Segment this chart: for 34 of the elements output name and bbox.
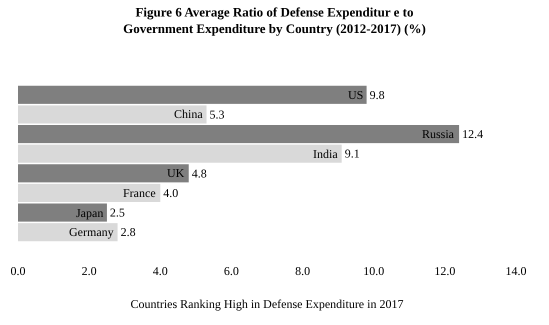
bar — [18, 105, 207, 124]
bar — [18, 184, 160, 202]
bar — [18, 125, 460, 144]
data-label: 9.1 — [344, 146, 360, 161]
bar — [18, 164, 189, 182]
x-axis-title: Countries Ranking High in Defense Expenditure in 2017 — [130, 296, 404, 311]
x-tick-label: 12.0 — [434, 264, 456, 278]
chart-title: Figure 6 Average Ratio of Defense Expenditur e to Government Expenditure by Country (2012-2017) (%) — [123, 4, 426, 36]
x-tick-label: 8.0 — [295, 264, 310, 278]
x-tick-label: 4.0 — [152, 264, 168, 278]
data-label: 2.5 — [110, 206, 125, 220]
data-label: 4.8 — [192, 166, 207, 180]
x-tick-label: 10.0 — [363, 264, 384, 278]
x-tick-label: 6.0 — [224, 264, 239, 278]
data-label: 4.0 — [163, 186, 178, 200]
data-label: 12.4 — [462, 127, 484, 142]
bar — [18, 223, 118, 242]
data-label: 5.3 — [210, 107, 225, 122]
y-tick-label: Russia — [422, 127, 455, 141]
y-tick-label: UK — [167, 166, 185, 180]
bar — [18, 204, 107, 222]
bar — [18, 144, 342, 163]
x-tick-label: 14.0 — [506, 264, 526, 278]
bar — [18, 86, 367, 104]
x-tick-label: 2.0 — [82, 264, 97, 278]
y-tick-label: France — [123, 186, 156, 200]
y-tick-label: US — [348, 88, 364, 102]
y-tick-label: Japan — [76, 206, 104, 220]
data-label: 9.8 — [370, 88, 385, 102]
y-tick-label: Germany — [69, 225, 114, 239]
y-tick-label: India — [313, 147, 338, 161]
data-label: 2.8 — [120, 225, 136, 240]
y-tick-label: China — [174, 107, 204, 121]
x-tick-label: 0.0 — [10, 264, 26, 278]
